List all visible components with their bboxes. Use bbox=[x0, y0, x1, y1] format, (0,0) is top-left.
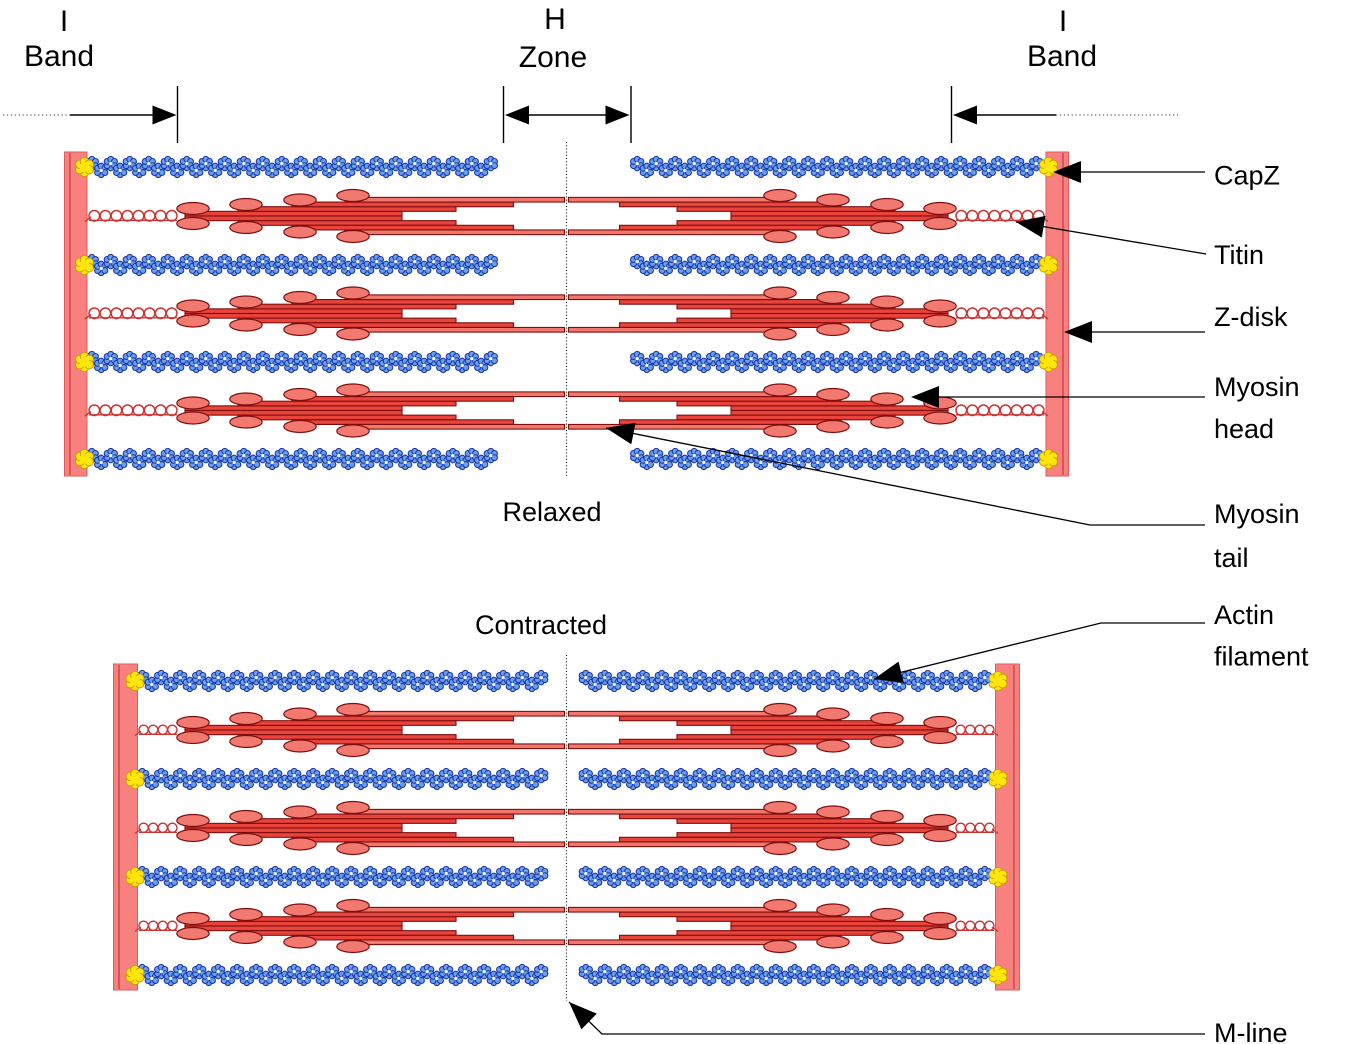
svg-text:I: I bbox=[60, 5, 68, 38]
svg-text:Contracted: Contracted bbox=[475, 610, 607, 640]
svg-text:Relaxed: Relaxed bbox=[502, 497, 601, 527]
svg-text:Titin: Titin bbox=[1214, 240, 1264, 270]
svg-text:I: I bbox=[1059, 5, 1067, 38]
svg-text:Myosin: Myosin bbox=[1214, 499, 1300, 529]
svg-text:Z-disk: Z-disk bbox=[1214, 302, 1288, 332]
svg-text:M-line: M-line bbox=[1214, 1018, 1288, 1044]
svg-text:Actin: Actin bbox=[1214, 600, 1274, 630]
svg-text:tail: tail bbox=[1214, 543, 1249, 573]
svg-text:head: head bbox=[1214, 414, 1274, 444]
svg-text:Myosin: Myosin bbox=[1214, 372, 1300, 402]
svg-text:CapZ: CapZ bbox=[1214, 161, 1280, 191]
svg-text:Band: Band bbox=[24, 40, 94, 73]
svg-text:H: H bbox=[544, 3, 566, 36]
svg-text:Band: Band bbox=[1027, 40, 1097, 73]
svg-text:filament: filament bbox=[1214, 642, 1309, 672]
svg-text:Zone: Zone bbox=[519, 41, 587, 74]
